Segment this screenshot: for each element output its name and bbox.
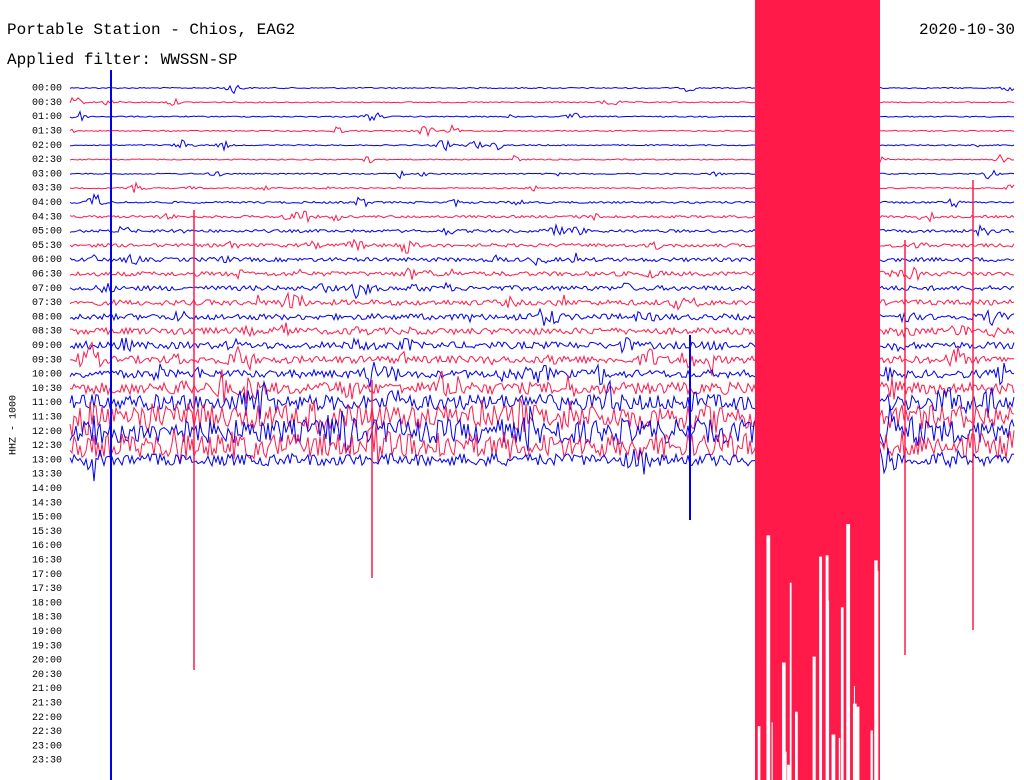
row-label: 23:30 xyxy=(32,756,62,767)
row-label: 09:30 xyxy=(32,355,62,366)
row-label: 15:00 xyxy=(32,513,62,524)
row-label: 02:30 xyxy=(32,155,62,166)
traces xyxy=(69,0,1015,780)
row-label: 12:00 xyxy=(32,427,62,438)
row-label: 10:30 xyxy=(32,384,62,395)
row-label: 20:30 xyxy=(32,670,62,681)
row-label: 04:30 xyxy=(32,212,62,223)
row-label: 03:00 xyxy=(32,169,62,180)
row-label: 14:00 xyxy=(32,484,62,495)
row-label: 22:30 xyxy=(32,727,62,738)
row-label: 21:00 xyxy=(32,684,62,695)
row-label: 00:00 xyxy=(32,84,62,95)
date: 2020-10-30 xyxy=(919,21,1015,39)
row-label: 00:30 xyxy=(32,98,62,109)
row-label: 09:00 xyxy=(32,341,62,352)
row-label: 22:00 xyxy=(32,713,62,724)
row-label: 17:00 xyxy=(32,570,62,581)
saturated-band xyxy=(755,0,880,780)
row-label: 02:00 xyxy=(32,141,62,152)
row-label: 01:00 xyxy=(32,112,62,123)
row-label: 07:30 xyxy=(32,298,62,309)
row-label: 16:30 xyxy=(32,556,62,567)
row-label: 07:00 xyxy=(32,284,62,295)
row-label: 05:30 xyxy=(32,241,62,252)
row-label: 08:30 xyxy=(32,327,62,338)
row-label: 21:30 xyxy=(32,699,62,710)
row-label: 01:30 xyxy=(32,127,62,138)
row-label: 04:00 xyxy=(32,198,62,209)
row-label: 18:00 xyxy=(32,598,62,609)
filter: Applied filter: WWSSN-SP xyxy=(7,51,237,69)
channel-label: HHZ - 1000 xyxy=(9,395,20,455)
row-label: 05:00 xyxy=(32,227,62,238)
title: Portable Station - Chios, EAG2 xyxy=(7,21,295,39)
row-label: 10:00 xyxy=(32,370,62,381)
row-label: 13:30 xyxy=(32,470,62,481)
row-label: 16:00 xyxy=(32,541,62,552)
row-label: 18:30 xyxy=(32,613,62,624)
row-label: 17:30 xyxy=(32,584,62,595)
row-label: 03:30 xyxy=(32,184,62,195)
row-label: 12:30 xyxy=(32,441,62,452)
row-label: 20:00 xyxy=(32,656,62,667)
row-label: 19:00 xyxy=(32,627,62,638)
row-label: 08:00 xyxy=(32,312,62,323)
row-label: 06:00 xyxy=(32,255,62,266)
row-label: 14:30 xyxy=(32,498,62,509)
row-label: 23:00 xyxy=(32,741,62,752)
row-label: 11:30 xyxy=(32,413,62,424)
row-label: 15:30 xyxy=(32,527,62,538)
row-label: 11:00 xyxy=(32,398,62,409)
row-label: 19:30 xyxy=(32,641,62,652)
row-label: 13:00 xyxy=(32,455,62,466)
row-label: 06:30 xyxy=(32,270,62,281)
